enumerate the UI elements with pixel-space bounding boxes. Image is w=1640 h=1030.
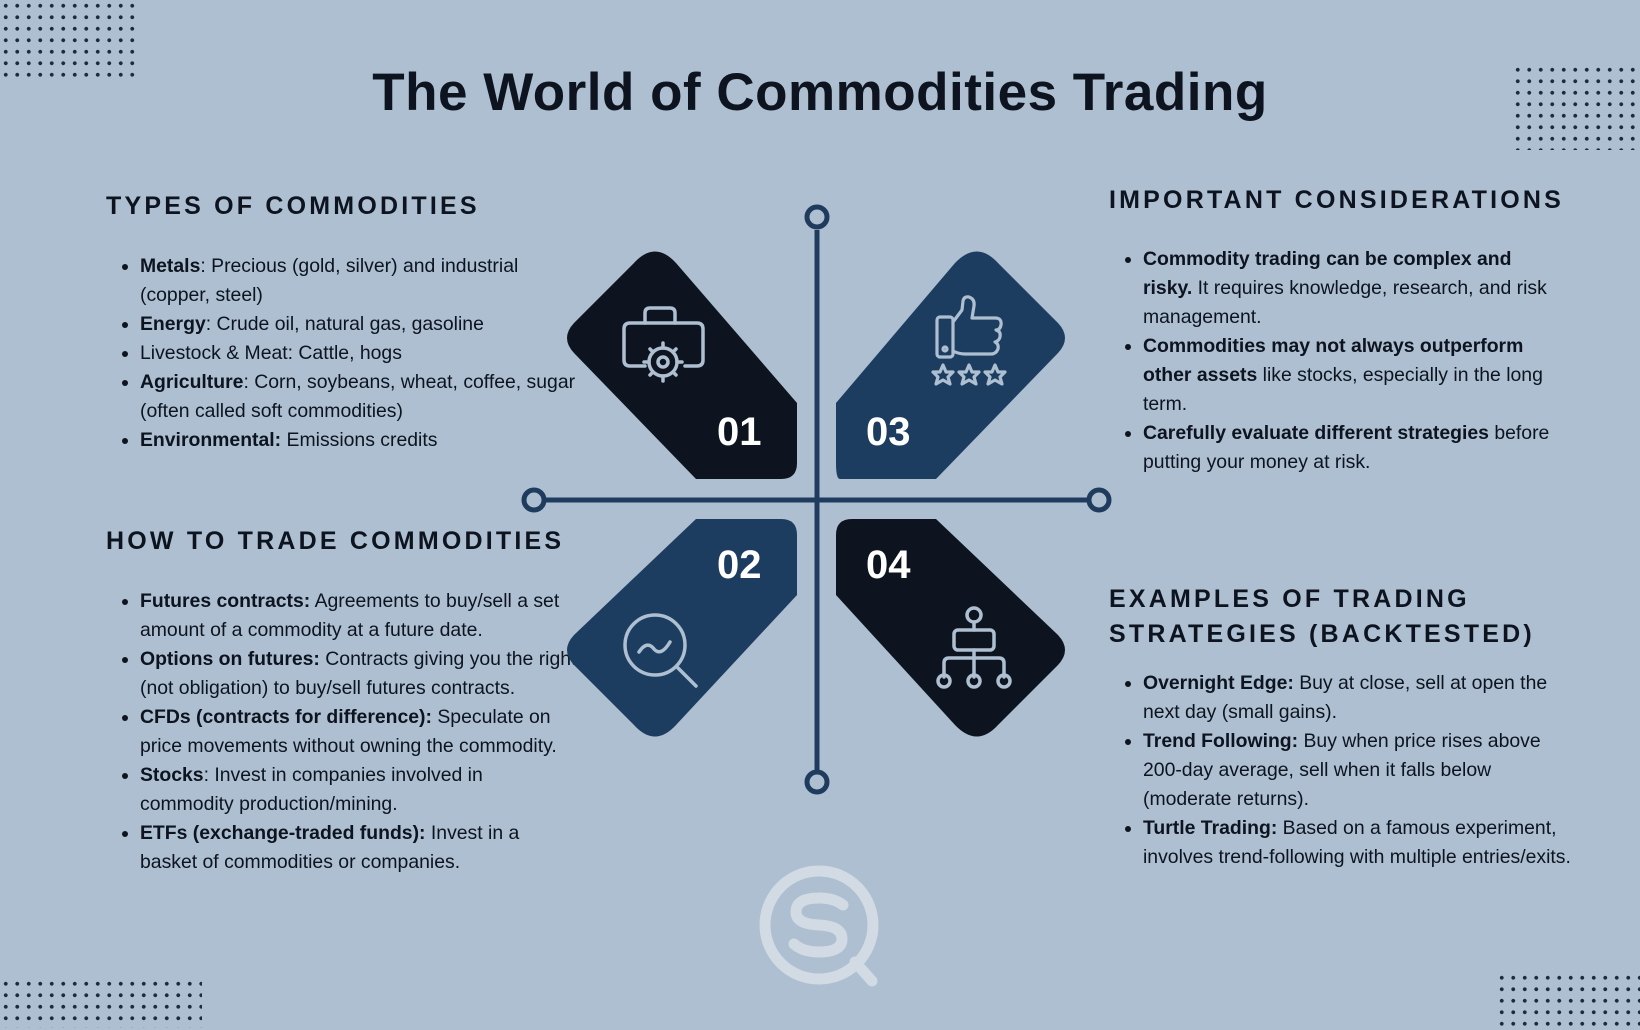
examples-list-item: Turtle Trading: Based on a famous experi… [1143,814,1583,872]
tile-02-shape [567,519,797,737]
magnifier-chart-icon [623,613,698,688]
considerations-list-item: Carefully evaluate different strategies … [1143,419,1563,477]
tile-04-number: 04 [866,543,911,587]
tile-04: 04 [836,519,1065,737]
tile-03: 03 [836,251,1065,479]
trade-list-item: Options on futures: Contracts giving you… [140,645,580,703]
tile-01-shape [567,251,797,479]
decorative-dots-bottom-left [0,978,202,1028]
types-item-text: : Crude oil, natural gas, gasoline [205,313,484,335]
examples-item-text: Based on a famous experiment, involves t… [1143,817,1571,868]
trade-item-text: Agreements to buy/sell a set amount of a… [140,590,560,641]
hierarchy-icon [936,606,1012,689]
considerations-item-bold: Carefully evaluate different strategies [1143,422,1489,444]
types-item-text: : Corn, soybeans, wheat, coffee, sugar (… [140,371,576,422]
decorative-dots-bottom-right [1496,972,1640,1030]
examples-section-title: EXAMPLES OF TRADING STRATEGIES (BACKTEST… [1109,585,1535,648]
tile-01: 01 [567,251,797,479]
considerations-list: Commodity trading can be complex and ris… [1109,245,1563,477]
tile-02: 02 [567,519,797,737]
examples-list-item: Overnight Edge: Buy at close, sell at op… [1143,669,1583,727]
examples-list-item: Trend Following: Buy when price rises ab… [1143,727,1583,814]
types-list-item: Livestock & Meat: Cattle, hogs [140,339,580,368]
considerations-item-bold: Commodities may not always outperform ot… [1143,335,1524,386]
trade-list-item: Futures contracts: Agreements to buy/sel… [140,587,580,645]
trade-section-title: HOW TO TRADE COMMODITIES [106,527,565,555]
trade-item-text: Contracts giving you the right (not obli… [140,648,577,699]
types-item-bold: Metals [140,255,201,277]
considerations-list-item: Commodity trading can be complex and ris… [1143,245,1563,332]
types-list: Metals: Precious (gold, silver) and indu… [106,252,580,455]
types-list-item: Metals: Precious (gold, silver) and indu… [140,252,580,310]
trade-item-bold: Stocks [140,764,204,786]
diagram-axes [521,204,1112,795]
considerations-item-bold: Commodity trading can be complex and ris… [1143,248,1512,299]
examples-item-bold: Trend Following: [1143,730,1299,752]
trade-item-bold: Futures contracts: [140,590,311,612]
types-item-text: Emissions credits [281,429,438,451]
thumbs-up-stars-icon [931,295,1007,386]
types-list-item: Energy: Crude oil, natural gas, gasoline [140,310,580,339]
trade-item-bold: Options on futures: [140,648,320,670]
considerations-item-text: It requires knowledge, research, and ris… [1143,277,1547,328]
types-section-title: TYPES OF COMMODITIES [106,192,480,220]
considerations-list-item: Commodities may not always outperform ot… [1143,332,1563,419]
tile-01-number: 01 [717,410,762,454]
types-item-text: Livestock & Meat: Cattle, hogs [140,342,402,364]
trade-item-text: Speculate on price movements without own… [140,706,557,757]
tile-04-shape [836,519,1065,737]
examples-item-text: Buy when price rises above 200-day avera… [1143,730,1541,810]
considerations-item-text: before putting your money at risk. [1143,422,1550,473]
examples-item-text: Buy at close, sell at open the next day … [1143,672,1548,723]
trade-list-item: CFDs (contracts for difference): Specula… [140,703,580,761]
decorative-dots-top-left [0,0,136,78]
tile-02-number: 02 [717,543,762,587]
decorative-dots-top-right [1512,64,1640,150]
trade-item-bold: CFDs (contracts for difference): [140,706,432,728]
tile-03-shape [836,251,1065,479]
trade-item-text: : Invest in companies involved in commod… [140,764,483,815]
examples-list: Overnight Edge: Buy at close, sell at op… [1109,669,1583,872]
trade-list: Futures contracts: Agreements to buy/sel… [106,587,580,877]
examples-item-bold: Turtle Trading: [1143,817,1278,839]
types-list-item: Environmental: Emissions credits [140,426,580,455]
page-title: The World of Commodities Trading [372,63,1268,122]
types-item-bold: Agriculture [140,371,244,393]
types-list-item: Agriculture: Corn, soybeans, wheat, coff… [140,368,580,426]
trade-list-item: Stocks: Invest in companies involved in … [140,761,580,819]
types-item-bold: Energy [140,313,206,335]
sq-logo-icon [759,865,879,987]
trade-list-item: ETFs (exchange-traded funds): Invest in … [140,819,580,877]
types-item-text: : Precious (gold, silver) and industrial… [140,255,519,306]
trade-item-text: Invest in a basket of commodities or com… [140,822,520,873]
trade-item-bold: ETFs (exchange-traded funds): [140,822,426,844]
tile-03-number: 03 [866,410,911,454]
considerations-section-title: IMPORTANT CONSIDERATIONS [1109,186,1565,214]
briefcase-gear-icon [622,306,705,383]
types-item-bold: Environmental: [140,429,282,451]
considerations-item-text: like stocks, especially in the long term… [1143,364,1543,415]
examples-item-bold: Overnight Edge: [1143,672,1294,694]
